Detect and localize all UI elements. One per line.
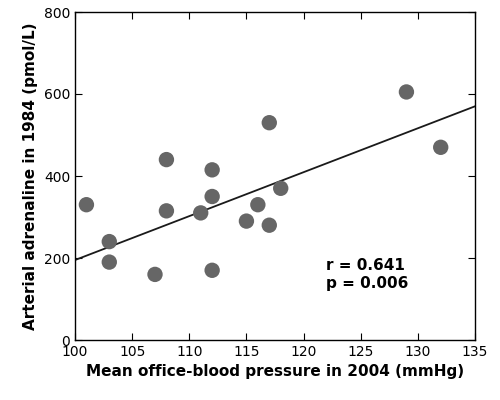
- Point: [162, 208, 170, 214]
- Point: [162, 156, 170, 163]
- Point: [266, 120, 274, 126]
- Point: [276, 185, 284, 192]
- Point: [254, 202, 262, 208]
- X-axis label: Mean office-blood pressure in 2004 (mmHg): Mean office-blood pressure in 2004 (mmHg…: [86, 364, 464, 380]
- Point: [402, 89, 410, 95]
- Point: [82, 202, 90, 208]
- Point: [242, 218, 250, 224]
- Point: [208, 193, 216, 200]
- Point: [151, 271, 159, 278]
- Point: [106, 238, 114, 245]
- Point: [106, 259, 114, 265]
- Point: [208, 267, 216, 274]
- Point: [208, 167, 216, 173]
- Point: [436, 144, 444, 150]
- Point: [266, 222, 274, 228]
- Text: r = 0.641
p = 0.006: r = 0.641 p = 0.006: [326, 258, 409, 291]
- Point: [196, 210, 204, 216]
- Y-axis label: Arterial adrenaline in 1984 (pmol/L): Arterial adrenaline in 1984 (pmol/L): [23, 22, 38, 330]
